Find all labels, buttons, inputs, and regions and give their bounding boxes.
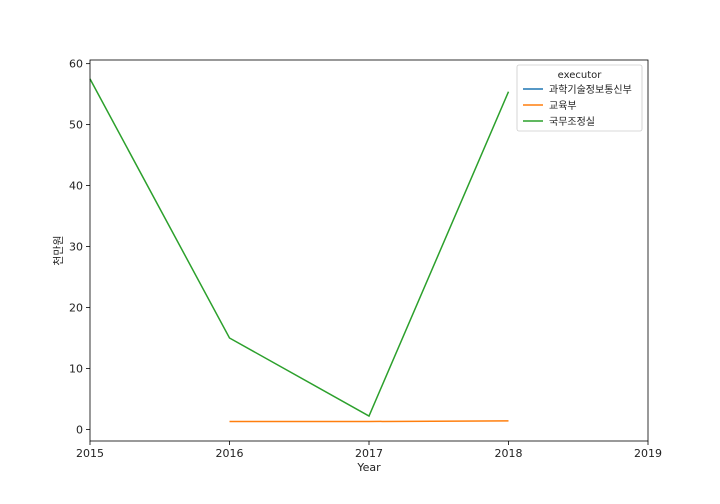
y-tick-label: 10 bbox=[69, 362, 83, 375]
y-tick-label: 60 bbox=[69, 58, 83, 71]
legend-title: executor bbox=[558, 70, 603, 81]
y-tick-label: 20 bbox=[69, 301, 83, 314]
plot-area bbox=[89, 78, 510, 423]
y-tick-label: 40 bbox=[69, 180, 83, 193]
series-line bbox=[229, 420, 509, 423]
x-tick-label: 2017 bbox=[355, 447, 383, 460]
y-axis-label: 천만원 bbox=[51, 235, 65, 265]
series-line bbox=[89, 78, 510, 418]
y-tick-label: 0 bbox=[76, 423, 83, 436]
legend-label: 국무조정실 bbox=[549, 116, 595, 128]
legend-label: 과학기술정보통신부 bbox=[549, 84, 632, 96]
legend-label: 교육부 bbox=[549, 100, 577, 112]
axis-ticks: 2015 2016 2017 2018 2019 0 10 20 30 40 50 60 bbox=[69, 58, 662, 460]
x-axis-label: Year bbox=[356, 461, 381, 474]
x-tick-label: 2015 bbox=[76, 447, 104, 460]
x-tick-label: 2019 bbox=[634, 447, 662, 460]
y-tick-label: 30 bbox=[69, 241, 83, 254]
legend-box bbox=[516, 64, 643, 132]
x-tick-label: 2018 bbox=[495, 447, 523, 460]
x-tick-label: 2016 bbox=[216, 447, 244, 460]
y-tick-label: 50 bbox=[69, 119, 83, 132]
